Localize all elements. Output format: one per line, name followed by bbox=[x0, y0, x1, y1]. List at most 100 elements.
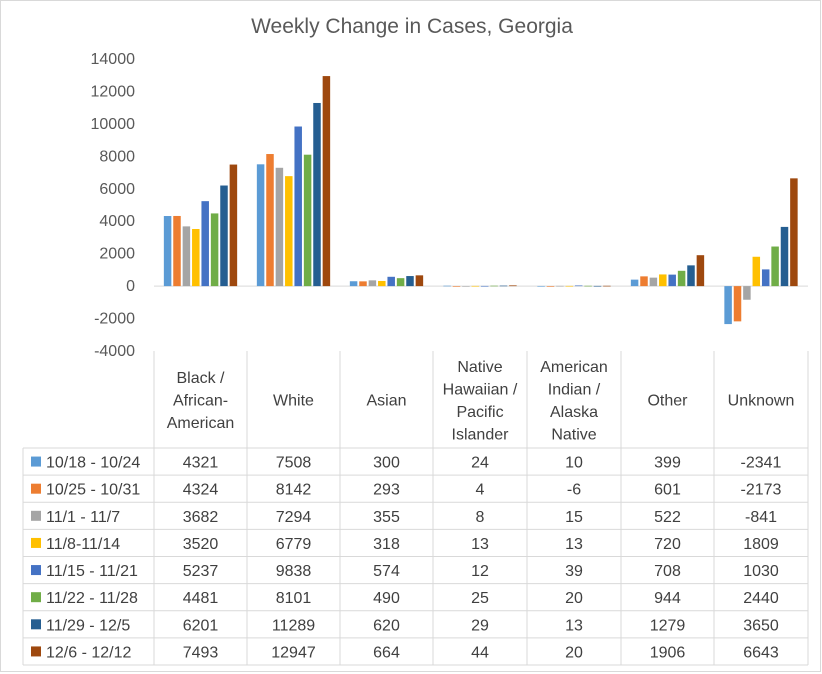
bar bbox=[490, 285, 498, 287]
bar bbox=[509, 285, 517, 287]
data-table-cell: 944 bbox=[654, 590, 681, 607]
bar bbox=[640, 276, 648, 287]
data-table-cell: 318 bbox=[373, 536, 400, 553]
bar bbox=[761, 269, 770, 287]
category-label: White bbox=[273, 393, 314, 410]
category-label: Other bbox=[647, 393, 688, 410]
data-table-cell: 10 bbox=[565, 455, 583, 472]
bar bbox=[733, 286, 742, 322]
data-table: Black / African-American White Asian Native H… bbox=[22, 351, 809, 666]
data-table-cell: -841 bbox=[745, 509, 777, 526]
data-table-cell: 13 bbox=[565, 536, 583, 553]
bar bbox=[780, 226, 789, 287]
data-table-cell: 720 bbox=[654, 536, 681, 553]
y-tick-label: -2000 bbox=[94, 311, 135, 328]
data-table-cell: 4321 bbox=[183, 455, 219, 472]
bar bbox=[443, 285, 451, 287]
category-label: Native Hawaiian / Pacific Islander bbox=[443, 359, 518, 444]
bar bbox=[724, 286, 732, 325]
data-table-cell: 574 bbox=[373, 563, 400, 580]
chart-title: Weekly Change in Cases, Georgia bbox=[251, 15, 573, 38]
bar bbox=[415, 275, 424, 287]
data-table-cell: 708 bbox=[654, 563, 681, 580]
y-axis: 14000 12000 10000 8000 6000 4000 2000 0 -2000 -40… bbox=[91, 51, 808, 360]
legend-swatch bbox=[31, 646, 41, 657]
bar bbox=[743, 286, 751, 300]
bar bbox=[565, 285, 574, 287]
bar bbox=[574, 285, 583, 287]
bar bbox=[396, 278, 405, 287]
bar bbox=[649, 277, 658, 287]
data-table-cell: 522 bbox=[654, 509, 681, 526]
bar bbox=[593, 285, 602, 287]
bar bbox=[471, 285, 480, 287]
bar bbox=[480, 285, 489, 287]
legend-label: 11/8-11/14 bbox=[46, 536, 120, 553]
y-tick-label: 10000 bbox=[91, 116, 136, 133]
data-table-cell: 9838 bbox=[276, 563, 312, 580]
legend-label: 11/15 - 11/21 bbox=[46, 563, 138, 580]
data-table-cell: 3650 bbox=[743, 617, 779, 634]
data-table-cell: 7294 bbox=[276, 509, 312, 526]
data-table-cell: 13 bbox=[471, 536, 489, 553]
legend-label: 10/18 - 10/24 bbox=[46, 455, 140, 472]
bar bbox=[687, 265, 695, 287]
bar bbox=[313, 102, 321, 287]
bar bbox=[275, 167, 284, 287]
data-table-cell: 601 bbox=[654, 482, 681, 499]
bar bbox=[630, 279, 639, 287]
bar bbox=[790, 178, 798, 287]
legend-swatch bbox=[31, 483, 41, 494]
data-table-cell: 3520 bbox=[183, 536, 219, 553]
category-label: American Indian / Alaska Native bbox=[540, 359, 608, 444]
bar bbox=[163, 216, 172, 287]
data-table-cell: 25 bbox=[471, 590, 489, 607]
bar bbox=[668, 274, 676, 287]
data-table-cell: -2173 bbox=[741, 482, 782, 499]
bar bbox=[368, 280, 377, 287]
legend-label: 12/6 - 12/12 bbox=[46, 644, 132, 661]
data-table-cell: 7508 bbox=[276, 455, 312, 472]
bar bbox=[256, 164, 265, 287]
data-table-cell: 20 bbox=[565, 590, 583, 607]
data-table-cell: 8101 bbox=[276, 590, 312, 607]
data-table-cell: 11289 bbox=[272, 617, 315, 634]
bar bbox=[603, 285, 611, 287]
data-table-cell: 2440 bbox=[743, 590, 779, 607]
y-tick-label: 4000 bbox=[99, 213, 135, 230]
legend-label: 11/1 - 11/7 bbox=[46, 509, 120, 526]
category-label: Asian bbox=[366, 393, 406, 410]
bar bbox=[537, 285, 545, 287]
y-tick-label: 0 bbox=[126, 278, 135, 295]
bar bbox=[229, 164, 238, 287]
bar bbox=[378, 280, 386, 287]
data-table-cell: 8142 bbox=[276, 482, 312, 499]
legend-swatch bbox=[31, 592, 41, 603]
data-table-cell: 399 bbox=[654, 455, 681, 472]
y-tick-label: 14000 bbox=[91, 51, 136, 68]
category-label: Black / African-American bbox=[167, 370, 235, 432]
legend-label: 10/25 - 10/31 bbox=[46, 482, 140, 499]
bars bbox=[163, 76, 798, 325]
data-table-cell: 13 bbox=[565, 617, 583, 634]
data-table-cell: 1809 bbox=[743, 536, 779, 553]
data-table-cell: 7493 bbox=[183, 644, 219, 661]
data-table-cell: 29 bbox=[471, 617, 489, 634]
data-table-cell: 24 bbox=[471, 455, 489, 472]
bar bbox=[192, 229, 200, 287]
bar bbox=[462, 285, 470, 287]
bar bbox=[584, 285, 592, 287]
data-table-cell: 620 bbox=[373, 617, 400, 634]
data-table-cell: 1279 bbox=[650, 617, 686, 634]
bar bbox=[752, 256, 761, 287]
bar bbox=[220, 185, 228, 287]
legend-swatch bbox=[31, 537, 41, 548]
data-table-cell: 1906 bbox=[650, 644, 686, 661]
data-table-cell: -2341 bbox=[741, 455, 782, 472]
bar bbox=[201, 201, 209, 287]
data-table-cell: 5237 bbox=[183, 563, 219, 580]
data-table-cell: 15 bbox=[565, 509, 583, 526]
y-tick-label: 2000 bbox=[99, 246, 135, 263]
